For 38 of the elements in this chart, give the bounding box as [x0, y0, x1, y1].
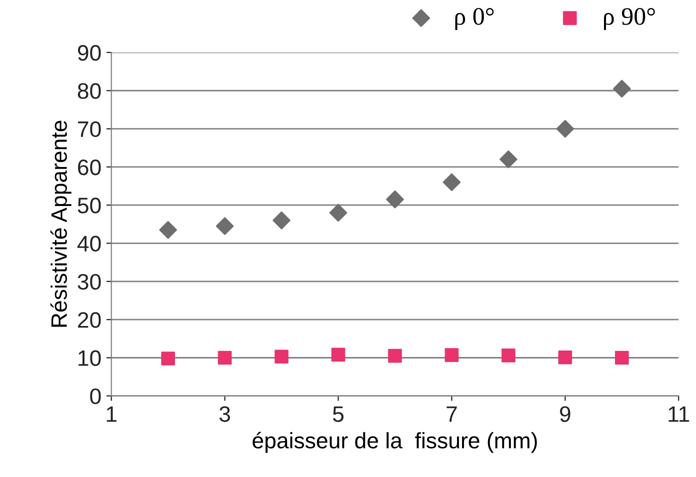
- point: [329, 204, 348, 222]
- point: [388, 348, 402, 363]
- y-tick-label: 40: [77, 236, 101, 252]
- y-tick-label: 20: [78, 312, 101, 328]
- x-tick-label: 7: [446, 406, 457, 422]
- point: [442, 173, 461, 192]
- point: [558, 350, 572, 364]
- point: [272, 211, 290, 230]
- point: [500, 150, 518, 168]
- x-tick-label: 1: [106, 406, 116, 422]
- x-axis-title: épaisseur de la fissure (mm): [252, 432, 537, 453]
- point: [386, 190, 404, 208]
- point: [274, 350, 288, 364]
- point: [502, 348, 516, 362]
- point: [444, 348, 459, 362]
- point: [159, 221, 177, 239]
- legend-label: ρ 90°: [604, 8, 655, 30]
- x-tick-label: 9: [560, 406, 570, 422]
- y-tick-label: 80: [78, 83, 101, 99]
- y-tick-label: 90: [78, 45, 101, 61]
- point: [216, 217, 234, 236]
- y-tick-label: 50: [78, 198, 101, 214]
- legend-label: ρ 0°: [455, 8, 494, 30]
- y-tick-label: 70: [78, 121, 101, 138]
- y-tick-label: 30: [78, 274, 101, 290]
- point: [161, 352, 175, 366]
- x-tick-label: 5: [332, 406, 344, 422]
- x-tick-label: 3: [219, 406, 230, 422]
- y-axis-title: Résistivité Apparente: [50, 120, 72, 327]
- point: [556, 120, 574, 138]
- y-tick-label: 60: [78, 159, 101, 176]
- point: [612, 80, 631, 98]
- point: [331, 348, 346, 362]
- x-tick-label: 11: [668, 406, 690, 422]
- point: [614, 350, 629, 365]
- y-tick-label: 0: [90, 388, 101, 404]
- y-tick-label: 10: [78, 350, 101, 366]
- point: [218, 350, 232, 365]
